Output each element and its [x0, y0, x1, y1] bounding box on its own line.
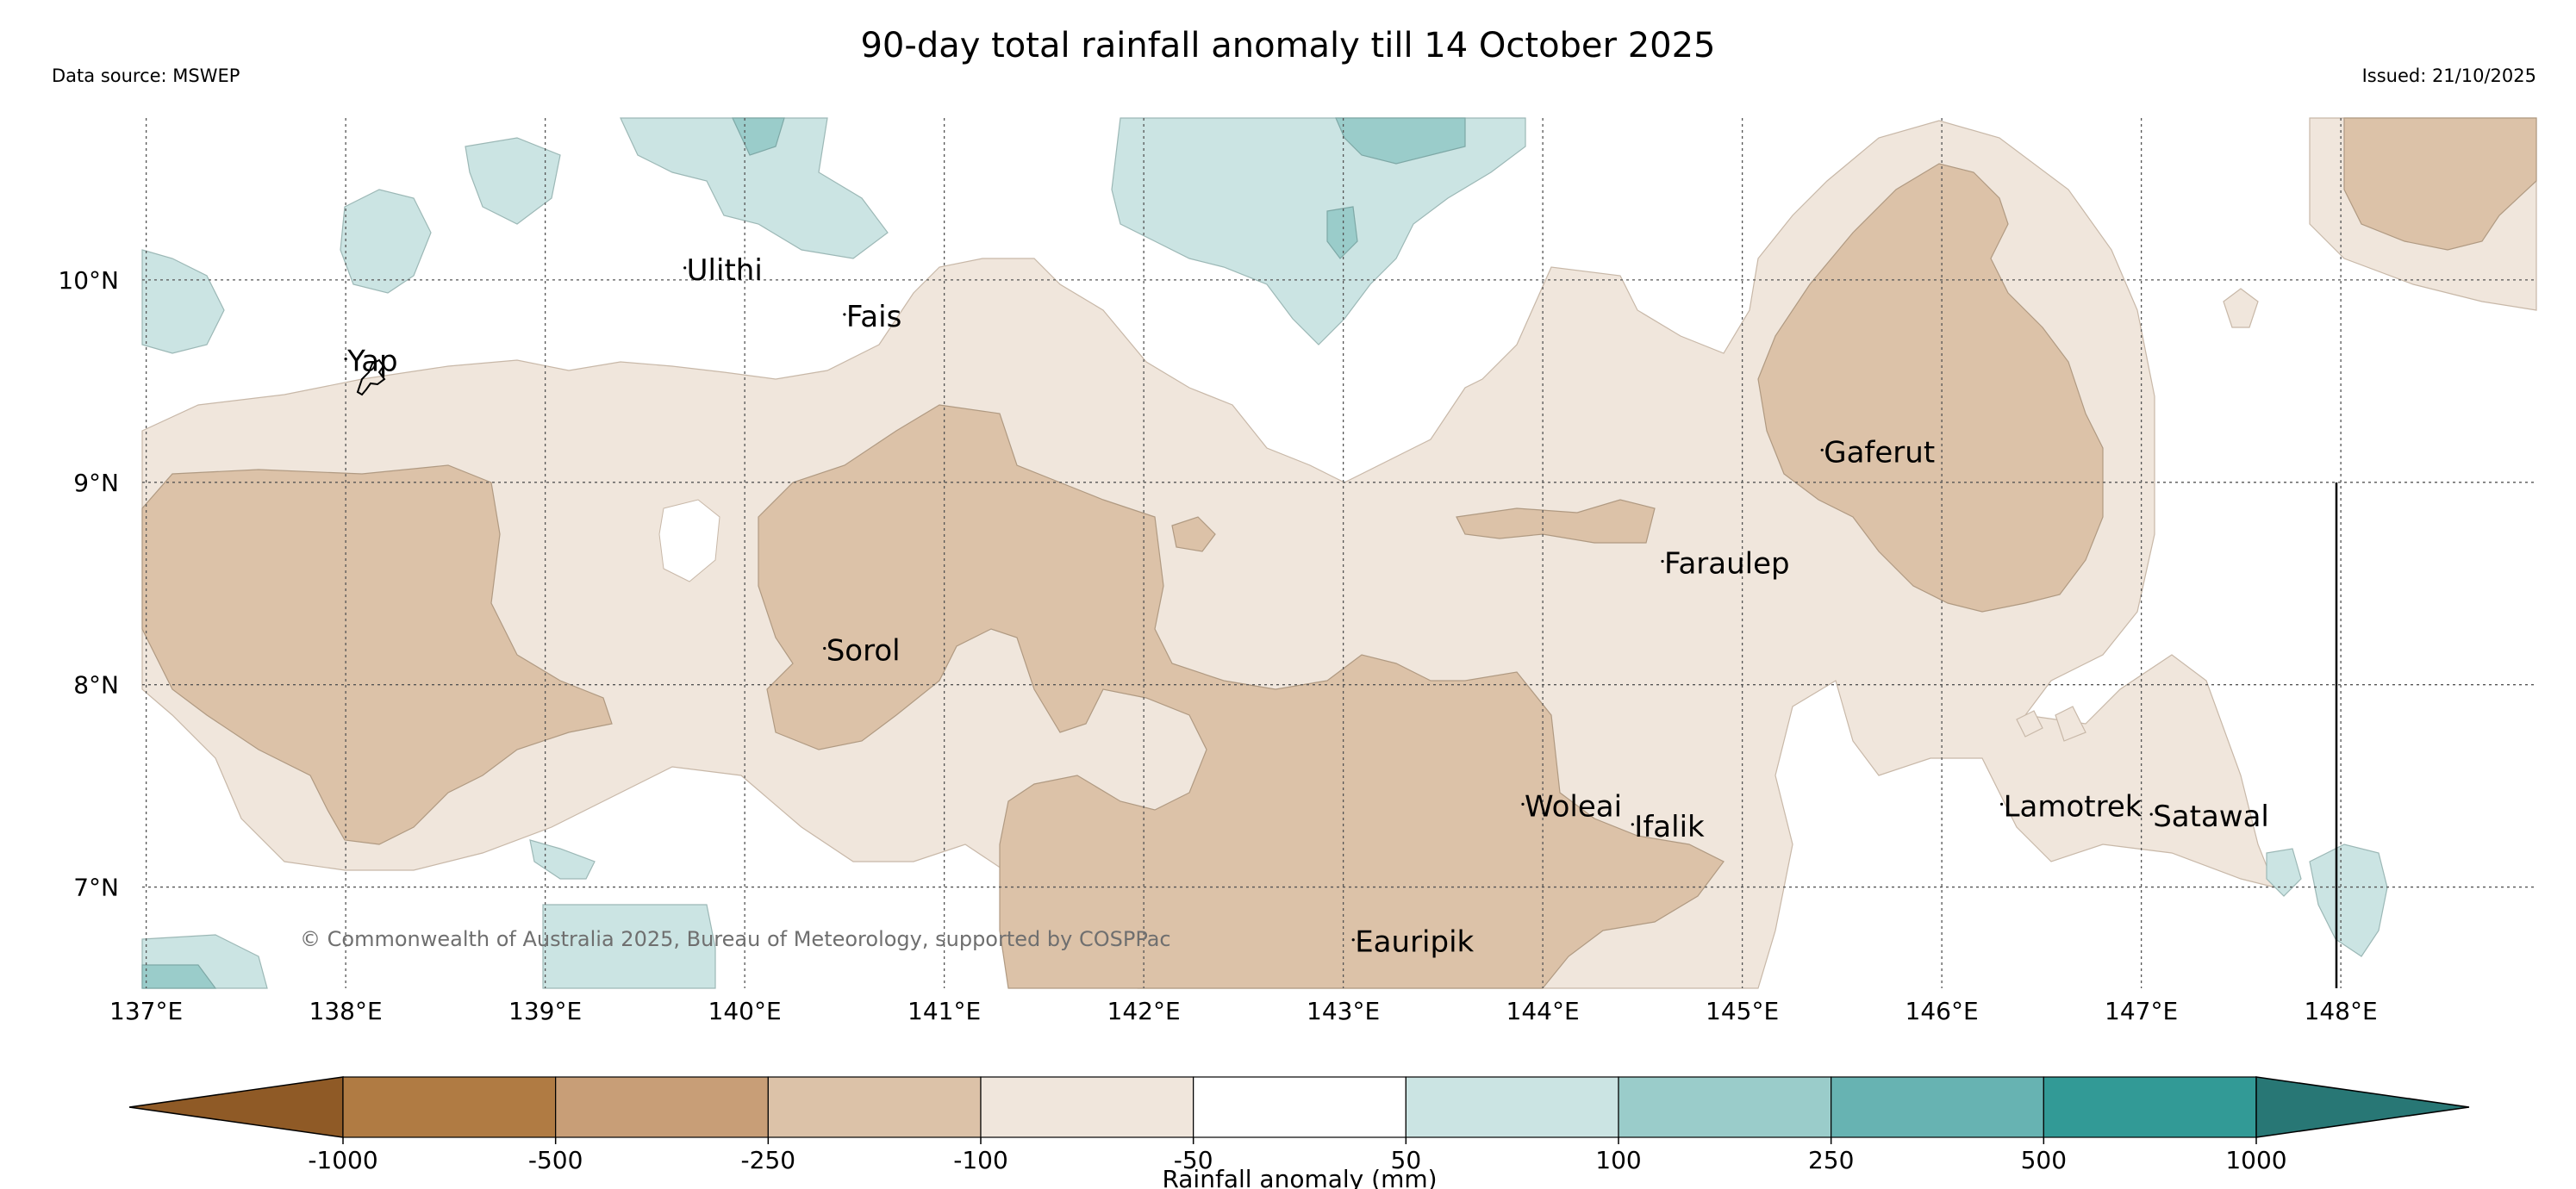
anomaly-region-medium-teal [732, 117, 1466, 259]
yap-island-outline [356, 358, 386, 396]
copyright-notice: © Commonwealth of Australia 2025, Bureau… [300, 927, 1171, 951]
data-source: Data source: MSWEP [52, 65, 240, 86]
place-label: Eauripik [1355, 925, 1474, 960]
longitude-tick-label: 144°E [1506, 997, 1580, 1025]
anomaly-region-light-teal-north-center [1111, 117, 1526, 345]
issued-date: Issued: 21/10/2025 [2361, 65, 2536, 86]
colorbar: -1000 -500 -250 -100 -50 50 100 250 500 1000 [128, 1076, 2470, 1174]
longitude-tick-label: 143°E [1307, 997, 1380, 1025]
place-marker [1521, 802, 1525, 806]
longitude-tick-label: 145°E [1706, 997, 1779, 1025]
longitude-tick-label: 137°E [109, 997, 183, 1025]
map-panel: Yap Ulithi Fais Gaferut Faraulep Sorol Woleai I… [141, 117, 2537, 989]
place-marker [1661, 559, 1664, 563]
anomaly-region-light-teal-nw [141, 249, 225, 354]
anomaly-region-medium-tan-small [1171, 499, 1656, 552]
colorbar-segment [555, 1076, 769, 1138]
colorbar-segment [1405, 1076, 1619, 1138]
latitude-tick-label: 7°N [73, 874, 119, 902]
latitude-tick-label: 9°N [73, 469, 119, 497]
anomaly-region-medium-tan-west [141, 464, 613, 845]
longitude-tick-label: 146°E [1905, 997, 1979, 1025]
anomaly-region-medium-teal-sw [141, 964, 217, 989]
anomaly-region-medium-tan-center [758, 404, 1725, 989]
anomaly-region-medium-tan-northeast [2343, 117, 2537, 251]
colorbar-tick-label: 250 [1808, 1146, 1854, 1174]
colorbar-label: Rainfall anomaly (mm) [1162, 1165, 1437, 1189]
colorbar-tick-label: -50 [1174, 1146, 1213, 1174]
colorbar-tick-label: 50 [1391, 1146, 1422, 1174]
place-label: Yap [346, 345, 398, 379]
colorbar-segment [342, 1076, 557, 1138]
place-labels: Yap Ulithi Fais Gaferut Faraulep Sorol Woleai I… [344, 253, 2269, 960]
place-label: Ulithi [687, 253, 763, 288]
graticule [142, 118, 2536, 988]
colorbar-extend-high [2255, 1076, 2470, 1138]
place-marker [823, 646, 826, 651]
anomaly-region-light-tan-small [2223, 288, 2259, 328]
longitude-tick-label: 138°E [309, 997, 383, 1025]
colorbar-segment [1831, 1076, 2044, 1138]
place-label: Faraulep [1664, 546, 1790, 581]
anomaly-region-light-tan-small-2 [2016, 706, 2086, 742]
place-marker [344, 358, 347, 361]
place-label: Fais [846, 300, 901, 334]
latitude-tick-label: 10°N [58, 266, 119, 295]
colorbar-tick-label: -250 [741, 1146, 796, 1174]
map-title: 90-day total rainfall anomaly till 14 Oc… [860, 26, 1716, 65]
colorbar-segment [980, 1076, 1194, 1138]
colorbar-tick-label: 500 [2021, 1146, 2067, 1174]
colorbar-segment [1193, 1076, 1407, 1138]
latitude-tick-label: 8°N [73, 671, 119, 700]
place-label: Sorol [826, 633, 901, 668]
colorbar-tick-label: -1000 [308, 1146, 377, 1174]
longitude-tick-label: 148°E [2305, 997, 2378, 1025]
colorbar-segment [1618, 1076, 1832, 1138]
colorbar-segment [767, 1076, 982, 1138]
place-label: Ifalik [1634, 810, 1705, 844]
colorbar-extend-low [128, 1076, 344, 1138]
colorbar-tick-label: -100 [953, 1146, 1008, 1174]
anomaly-region-white-hole [658, 499, 720, 582]
longitude-tick-label: 147°E [2105, 997, 2178, 1025]
place-marker [1631, 823, 1634, 826]
place-label: Gaferut [1824, 435, 1935, 470]
place-marker [2149, 812, 2153, 816]
place-marker [1999, 802, 2004, 806]
longitude-tick-label: 139°E [508, 997, 582, 1025]
colorbar-tick-label: -500 [528, 1146, 583, 1174]
place-label: Woleai [1525, 789, 1622, 824]
longitude-tick-label: 141°E [908, 997, 981, 1025]
latitude-labels: 10°N 9°N 8°N 7°N [58, 266, 119, 902]
longitude-tick-label: 142°E [1107, 997, 1181, 1025]
colorbar-tick-label: 1000 [2225, 1146, 2286, 1174]
place-marker [1820, 448, 1824, 451]
place-marker [1351, 938, 1355, 942]
place-label: Lamotrek [2004, 789, 2143, 824]
colorbar-tick-label: 100 [1595, 1146, 1641, 1174]
anomaly-region-light-teal-sw [529, 839, 716, 989]
place-label: Satawal [2153, 800, 2269, 834]
longitude-tick-label: 140°E [708, 997, 782, 1025]
longitude-labels: 137°E 138°E 139°E 140°E 141°E 142°E 143°E 144°E… [109, 997, 2378, 1025]
place-marker [683, 266, 687, 270]
anomaly-region-light-teal-nw2 [340, 137, 561, 294]
anomaly-region-light-teal-north [620, 117, 889, 259]
place-marker [843, 313, 846, 316]
colorbar-segment [2043, 1076, 2257, 1138]
